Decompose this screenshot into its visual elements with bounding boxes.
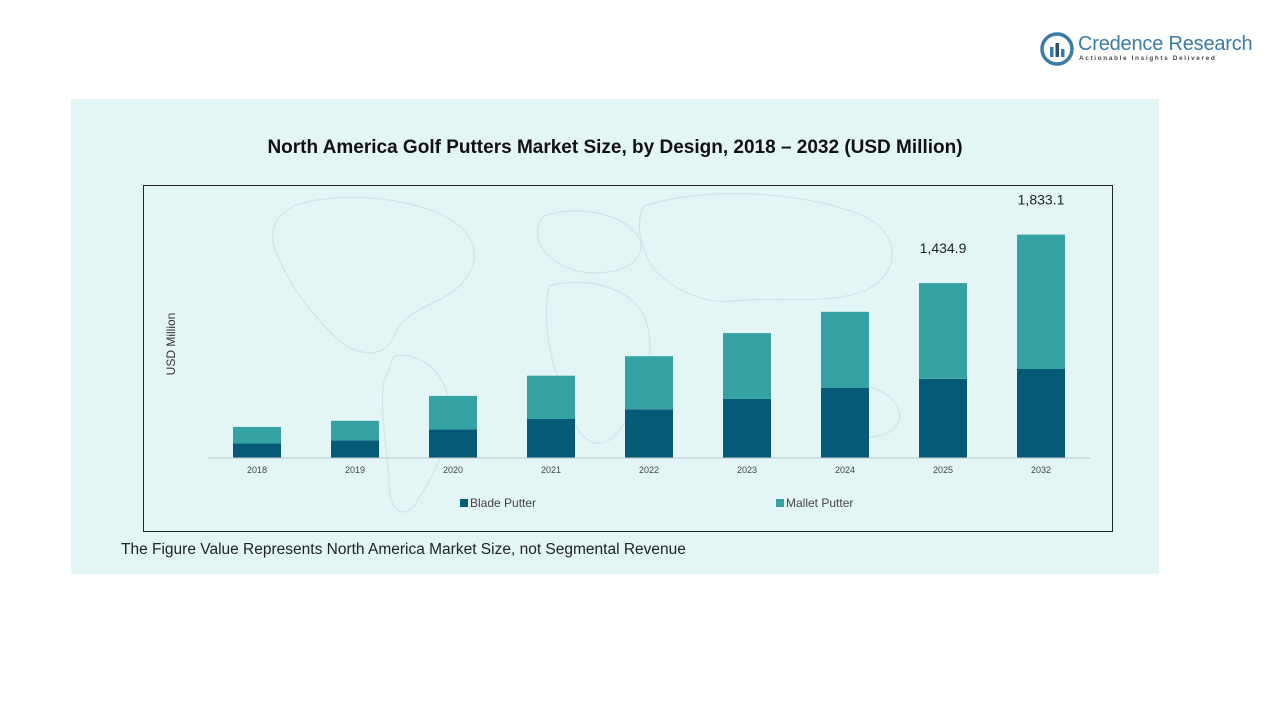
bar-mallet-putter-2032 — [1017, 234, 1065, 369]
bar-mallet-putter-2021 — [527, 375, 575, 419]
chart-title: North America Golf Putters Market Size, … — [267, 137, 963, 158]
bar-blade-putter-2024 — [821, 387, 869, 458]
chart-frame: 2018 2019 2020 2021 2022 2023 2024 2025 2032 1,4… — [143, 185, 1113, 532]
total-labels: 1,434.9 1,833.1 — [920, 192, 1065, 257]
chart-panel: North America Golf Putters Market Size, … — [71, 99, 1159, 574]
legend-swatch-blade-putter — [460, 499, 468, 507]
bars-layer — [233, 234, 1065, 458]
x-tick-label: 2025 — [933, 465, 953, 475]
x-tick-label: 2018 — [247, 465, 267, 475]
bar-blade-putter-2020 — [429, 429, 477, 458]
bar-blade-putter-2019 — [331, 440, 379, 458]
legend: Blade Putter Mallet Putter — [460, 496, 853, 510]
world-map-watermark — [272, 193, 901, 513]
credence-logo-icon — [1040, 32, 1074, 66]
brand-tagline: Actionable Insights Delivered — [1079, 55, 1217, 62]
x-tick-label: 2019 — [345, 465, 365, 475]
bar-blade-putter-2018 — [233, 443, 281, 458]
x-tick-label: 2032 — [1031, 465, 1051, 475]
total-label-2025: 1,434.9 — [920, 240, 967, 256]
x-tick-label: 2022 — [639, 465, 659, 475]
bar-mallet-putter-2020 — [429, 395, 477, 430]
bar-blade-putter-2032 — [1017, 369, 1065, 458]
bar-mallet-putter-2019 — [331, 420, 379, 441]
legend-label-mallet-putter: Mallet Putter — [786, 496, 853, 510]
x-tick-label: 2024 — [835, 465, 855, 475]
bar-mallet-putter-2024 — [821, 311, 869, 388]
legend-swatch-mallet-putter — [776, 499, 784, 507]
footnote: The Figure Value Represents North Americ… — [121, 541, 686, 558]
bar-mallet-putter-2023 — [723, 333, 771, 399]
y-axis-label: USD Million — [164, 313, 178, 376]
brand-name: Credence Research — [1078, 33, 1253, 55]
x-tick-labels: 2018 2019 2020 2021 2022 2023 2024 2025 2032 — [247, 465, 1051, 475]
bar-blade-putter-2023 — [723, 398, 771, 458]
bar-blade-putter-2021 — [527, 419, 575, 458]
total-label-2032: 1,833.1 — [1018, 192, 1065, 208]
bar-blade-putter-2022 — [625, 409, 673, 458]
bar-blade-putter-2025 — [919, 378, 967, 458]
x-tick-label: 2021 — [541, 465, 561, 475]
bar-mallet-putter-2022 — [625, 356, 673, 410]
brand-logo: Credence Research Actionable Insights De… — [1040, 32, 1255, 68]
x-tick-label: 2020 — [443, 465, 463, 475]
bar-mallet-putter-2018 — [233, 426, 281, 444]
x-tick-label: 2023 — [737, 465, 757, 475]
bar-mallet-putter-2025 — [919, 283, 967, 379]
legend-label-blade-putter: Blade Putter — [470, 496, 536, 510]
chart-svg: 2018 2019 2020 2021 2022 2023 2024 2025 2032 1,4… — [164, 192, 1090, 513]
